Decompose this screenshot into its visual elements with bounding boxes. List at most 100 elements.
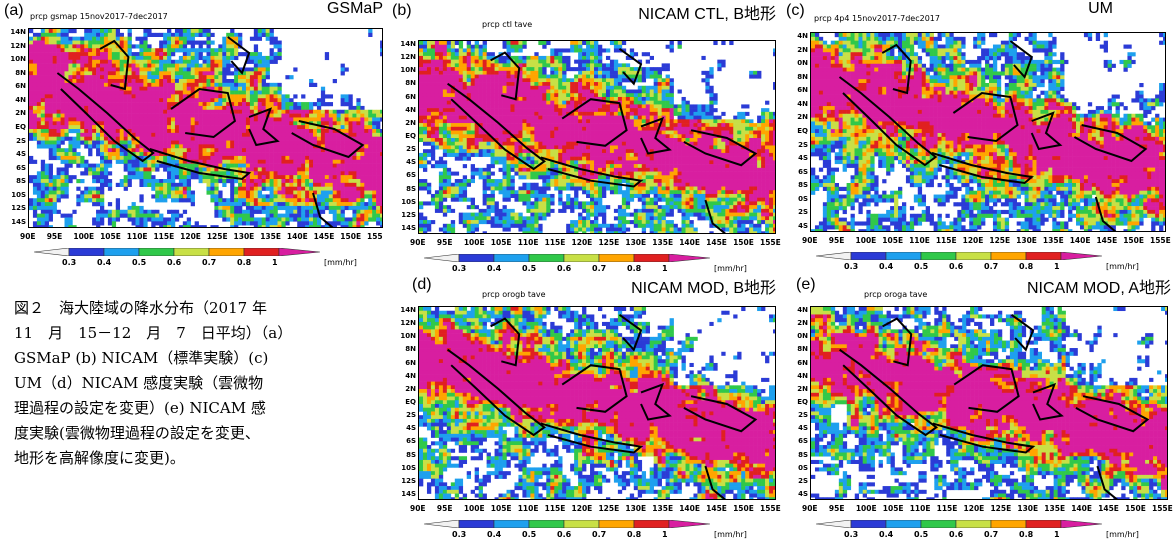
precip-cell xyxy=(147,98,152,103)
panel-b: (b) prcp ctl tave NICAM CTL, B地形 14N 12N 1… xyxy=(392,2,781,273)
precip-cell xyxy=(92,32,97,37)
precip-cell xyxy=(218,159,223,164)
precip-cell xyxy=(466,78,472,83)
precip-cell xyxy=(80,98,85,103)
precip-cell xyxy=(677,44,682,49)
precip-cell xyxy=(261,71,266,76)
precip-cell xyxy=(253,79,259,84)
precip-cell xyxy=(709,111,714,116)
precip-cell xyxy=(297,140,302,145)
precip-cell xyxy=(554,52,559,57)
precip-cell xyxy=(206,59,211,64)
precip-cell xyxy=(249,148,255,153)
precip-cell xyxy=(230,79,235,84)
precip-cell xyxy=(218,163,223,168)
precip-cell xyxy=(538,96,543,101)
precip-cell xyxy=(470,67,475,72)
precip-cell xyxy=(486,52,491,57)
precip-cell xyxy=(344,94,349,99)
precip-cell xyxy=(522,111,527,116)
precip-cell xyxy=(332,136,337,141)
precip-cell xyxy=(218,52,223,57)
precip-cell xyxy=(80,105,85,111)
precip-cell xyxy=(115,94,121,99)
precip-cell xyxy=(506,59,511,64)
precip-cell xyxy=(450,78,456,83)
precip-cell xyxy=(546,63,551,68)
precip-cell xyxy=(159,59,164,64)
precip-cell xyxy=(159,52,164,57)
precip-cell xyxy=(689,104,694,109)
precip-cell xyxy=(313,102,318,107)
precip-cell xyxy=(590,100,595,105)
precip-cell xyxy=(422,104,428,109)
precip-cell xyxy=(100,59,105,64)
precip-cell xyxy=(190,136,195,141)
precip-cell xyxy=(44,105,50,111)
precip-cell xyxy=(657,78,662,83)
precip-cell xyxy=(222,182,227,187)
precip-cell xyxy=(305,190,310,195)
precip-cell xyxy=(265,82,270,87)
precip-cell xyxy=(458,48,464,53)
precip-cell xyxy=(470,85,475,90)
precip-cell xyxy=(301,144,306,149)
precip-cell xyxy=(313,163,318,168)
precip-cell xyxy=(645,67,651,72)
precip-cell xyxy=(68,217,73,222)
precip-cell xyxy=(249,152,255,157)
precip-cell xyxy=(198,32,203,37)
precip-cell xyxy=(222,117,227,122)
precip-cell xyxy=(178,36,184,41)
precip-cell xyxy=(277,129,282,134)
precip-cell xyxy=(103,67,109,72)
precip-cell xyxy=(550,78,555,83)
precip-cell xyxy=(474,78,479,83)
precip-cell xyxy=(115,155,121,161)
precip-cell xyxy=(269,136,274,141)
precip-cell xyxy=(574,115,579,120)
precip-cell xyxy=(352,209,357,214)
precip-cell xyxy=(88,144,93,149)
precip-cell xyxy=(562,67,567,72)
precip-cell xyxy=(466,70,472,75)
precip-cell xyxy=(352,163,357,168)
precip-cell xyxy=(518,74,523,79)
precip-cell xyxy=(586,59,591,64)
precip-cell xyxy=(202,159,207,164)
precip-cell xyxy=(32,205,38,211)
precip-cell xyxy=(32,75,38,80)
precip-cell xyxy=(348,109,353,114)
precip-cell xyxy=(534,108,539,113)
precip-cell xyxy=(348,186,353,191)
precip-cell xyxy=(139,67,144,72)
precip-cell xyxy=(100,194,105,199)
precip-cell xyxy=(713,108,718,113)
precip-cell xyxy=(474,100,479,105)
precip-cell xyxy=(123,175,128,180)
precip-cell xyxy=(242,202,247,207)
precip-cell xyxy=(29,75,34,80)
precip-cell xyxy=(637,104,643,109)
precip-cell xyxy=(96,167,101,172)
precip-cell xyxy=(426,70,432,75)
precip-cell xyxy=(190,67,195,72)
precip-cell xyxy=(131,94,136,99)
precip-cell xyxy=(44,109,50,114)
precip-cell xyxy=(76,179,81,184)
precip-cell xyxy=(214,67,219,72)
precip-cell xyxy=(368,163,373,168)
precip-cell xyxy=(163,90,168,95)
precip-cell xyxy=(115,182,121,187)
precip-cell xyxy=(586,111,591,116)
precip-cell xyxy=(340,113,345,118)
precip-cell xyxy=(96,129,101,134)
precip-cell xyxy=(72,94,77,99)
precip-cell xyxy=(253,186,259,191)
precip-cell xyxy=(182,194,188,199)
precip-cell xyxy=(210,194,215,199)
precip-cell xyxy=(324,102,330,107)
precip-cell xyxy=(103,213,109,218)
precip-cell xyxy=(526,82,531,87)
precip-cell xyxy=(253,159,259,164)
